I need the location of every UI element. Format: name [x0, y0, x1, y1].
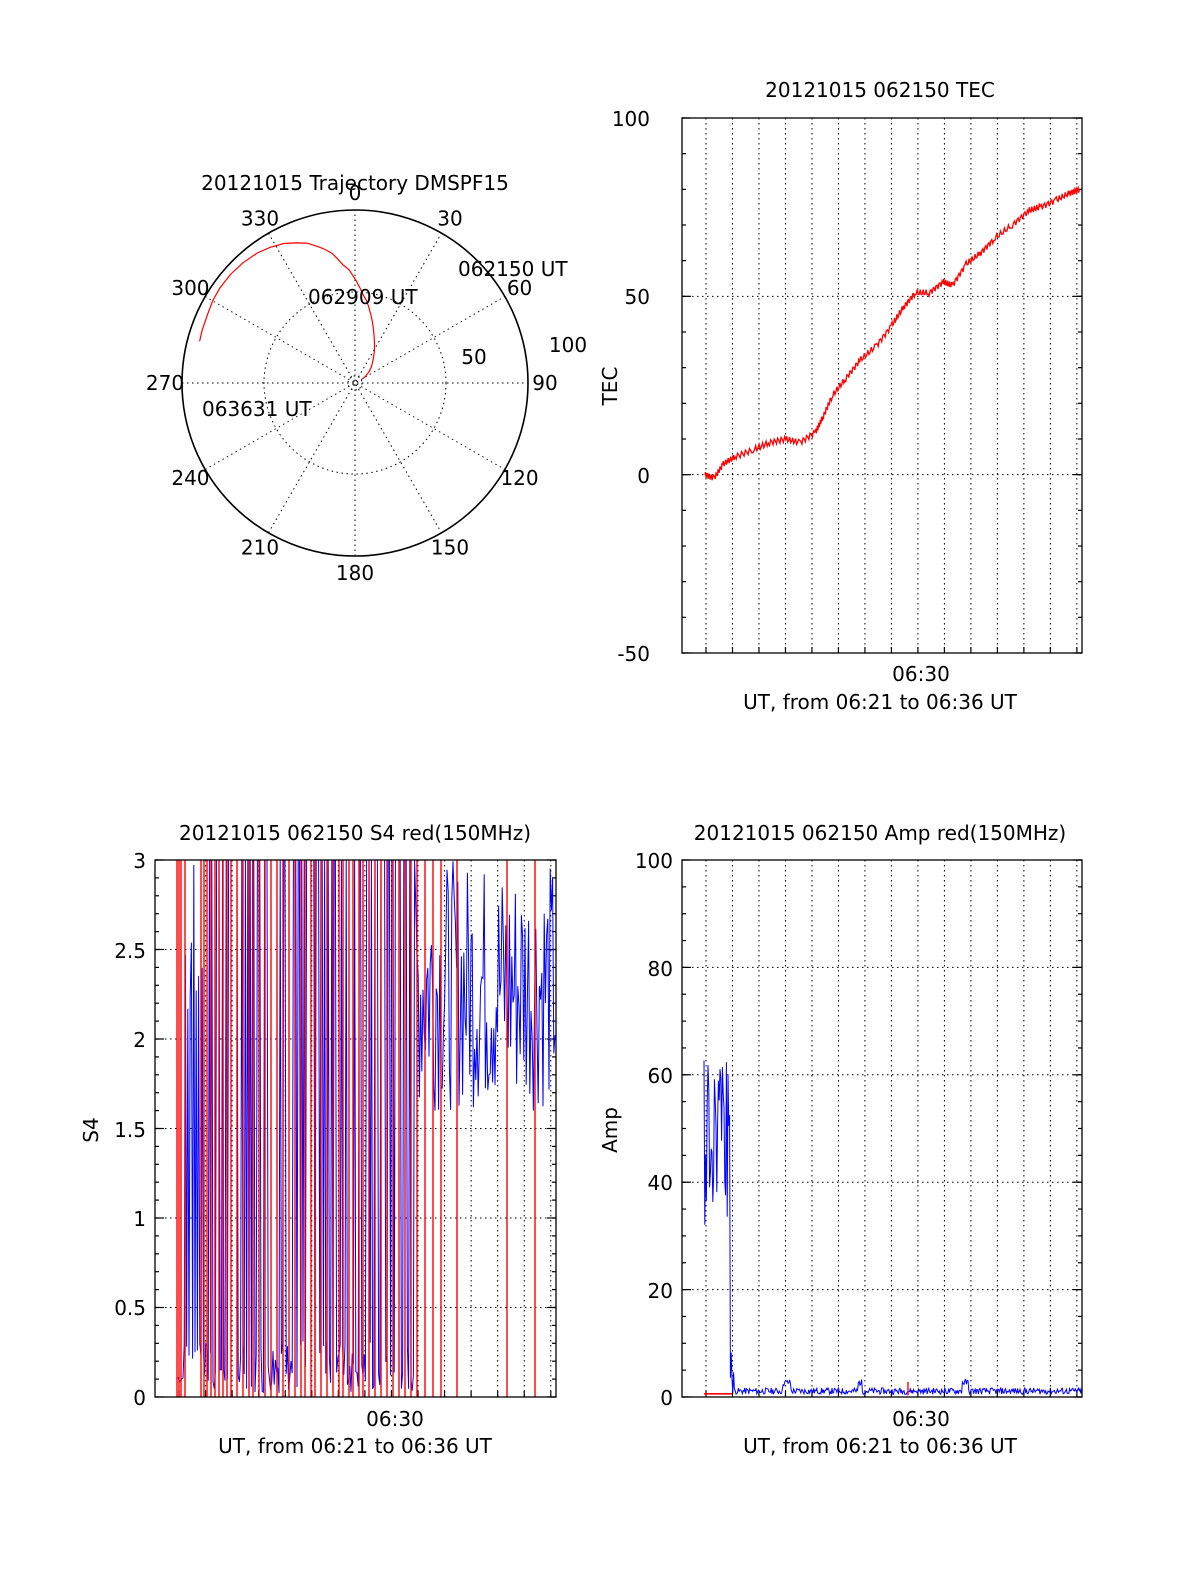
polar-angle-label-180: 180	[336, 561, 374, 585]
tec-ylabel: TEC	[598, 367, 622, 407]
amp-blue-trace	[703, 1060, 1083, 1397]
s4-title: 20121015 062150 S4 red(150MHz)	[179, 821, 531, 845]
amp-grid	[682, 859, 1082, 1398]
trajectory-line	[199, 242, 376, 380]
s4-panel: 20121015 062150 S4 red(150MHz) 3 2.5 2 1…	[79, 821, 557, 1458]
tec-ytick-50: 50	[625, 285, 650, 309]
tec-ytick-neg50: -50	[617, 642, 650, 666]
s4-ytick-0.5: 0.5	[114, 1296, 146, 1320]
polar-outer-circle	[181, 209, 529, 557]
amp-series	[703, 1060, 1083, 1397]
s4-ytick-3: 3	[133, 849, 146, 873]
polar-angle-label-120: 120	[500, 466, 538, 490]
amp-frame	[681, 859, 1083, 1398]
tec-xtick-0630: 06:30	[892, 662, 950, 686]
polar-grid	[182, 210, 528, 556]
s4-series	[176, 859, 556, 1397]
amp-panel: 20121015 062150 Amp red(150MHz) 100 80 6…	[598, 821, 1083, 1458]
tec-xlabel: UT, from 06:21 to 06:36 UT	[743, 690, 1018, 714]
polar-angle-labels: 0 30 60 90 120 150 180 210 240 270 300 330	[146, 181, 558, 585]
amp-title: 20121015 062150 Amp red(150MHz)	[694, 821, 1066, 845]
trajectory-mid-label: 062909 UT	[308, 285, 418, 309]
s4-ylabel: S4	[79, 1117, 103, 1142]
amp-ylabel: Amp	[598, 1107, 622, 1153]
tec-panel: 20121015 062150 TEC 100 50 0 -50 TEC 06:…	[598, 78, 1083, 714]
amp-xlabel: UT, from 06:21 to 06:36 UT	[743, 1434, 1018, 1458]
s4-xlabel: UT, from 06:21 to 06:36 UT	[218, 1434, 493, 1458]
tec-frame	[681, 117, 1083, 654]
tec-grid	[682, 117, 1082, 654]
amp-ytick-40: 40	[648, 1171, 673, 1195]
polar-angle-label-210: 210	[241, 536, 279, 560]
polar-angle-label-150: 150	[431, 536, 469, 560]
amp-ytick-80: 80	[648, 957, 673, 981]
polar-angle-label-240: 240	[171, 466, 209, 490]
polar-spoke-60	[204, 296, 506, 470]
tec-series-line	[704, 185, 1081, 481]
tec-title: 20121015 062150 TEC	[765, 78, 995, 102]
polar-grid-circle-inner	[263, 291, 447, 475]
polar-angle-label-60: 60	[507, 276, 532, 300]
tec-ytick-0: 0	[637, 464, 650, 488]
amp-xtick-0630: 06:30	[892, 1407, 950, 1431]
amp-ytick-20: 20	[648, 1279, 673, 1303]
s4-blue-trace	[176, 859, 556, 1394]
amp-ytick-100: 100	[635, 849, 673, 873]
s4-ytick-2: 2	[133, 1028, 146, 1052]
polar-angle-label-270: 270	[146, 371, 184, 395]
polar-angle-label-0: 0	[349, 181, 362, 205]
trajectory-end-label: 063631 UT	[202, 397, 312, 421]
polar-angle-label-300: 300	[171, 276, 209, 300]
polar-spoke-120	[204, 296, 506, 470]
polar-panel: 20121015 Trajectory DMSPF15 0 30 60 90 120 15…	[146, 171, 587, 585]
s4-ytick-0: 0	[133, 1386, 146, 1410]
amp-ytick-60: 60	[648, 1064, 673, 1088]
trajectory-start-label: 062150 UT	[458, 257, 568, 281]
s4-ytick-2.5: 2.5	[114, 939, 146, 963]
polar-angle-label-30: 30	[437, 206, 462, 230]
s4-xtick-0630: 06:30	[366, 1407, 424, 1431]
polar-title: 20121015 Trajectory DMSPF15	[201, 171, 509, 195]
polar-angle-label-90: 90	[532, 371, 557, 395]
polar-radius-label-100: 100	[549, 333, 587, 357]
s4-frame	[154, 859, 557, 1398]
polar-radius-label-50: 50	[461, 345, 486, 369]
s4-ytick-1.5: 1.5	[114, 1118, 146, 1142]
polar-grid-circle-center	[347, 375, 363, 391]
s4-ytick-1: 1	[133, 1207, 146, 1231]
amp-ytick-0: 0	[660, 1386, 673, 1410]
polar-angle-label-330: 330	[241, 206, 279, 230]
tec-ytick-100: 100	[612, 107, 650, 131]
